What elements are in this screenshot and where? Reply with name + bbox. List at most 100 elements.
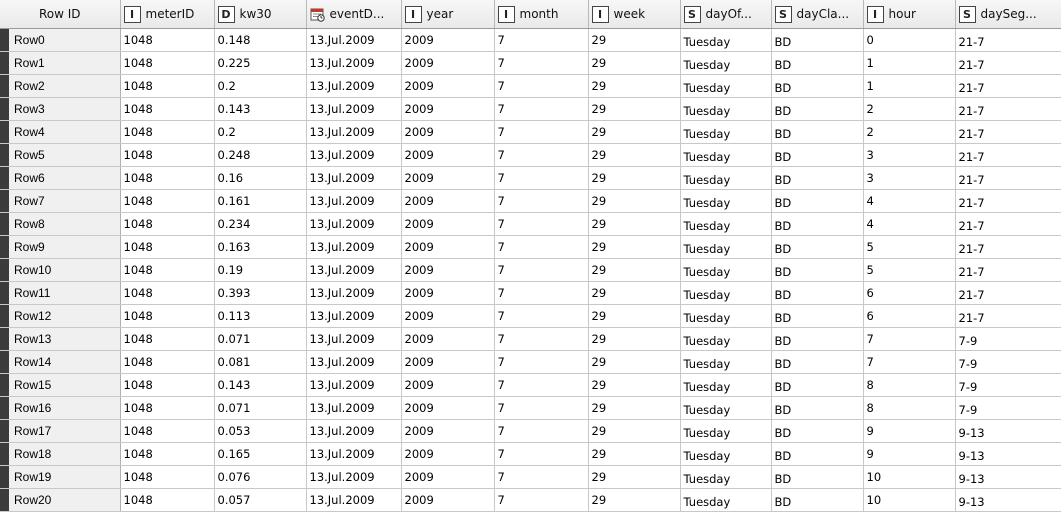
cell-kw30[interactable]: 0.2 (213, 120, 307, 144)
column-header-dayclass[interactable]: S dayCla... (771, 0, 864, 29)
cell-eventdate[interactable]: 13.Jul.2009 (305, 97, 402, 121)
table-row[interactable]: Row7 1048 0.161 13.Jul.2009 2009 7 29 Tuesday BD… (0, 189, 1061, 213)
cell-dayofweek[interactable]: Tuesday (679, 419, 772, 443)
column-header-eventdate[interactable]: eventD... (306, 0, 402, 29)
cell-year[interactable]: 2009 (400, 189, 495, 213)
row-id-cell[interactable]: Row0 (0, 28, 121, 52)
cell-kw30[interactable]: 0.143 (213, 373, 307, 397)
cell-meterid[interactable]: 1048 (119, 304, 215, 328)
cell-hour[interactable]: 5 (862, 235, 956, 259)
cell-dayofweek[interactable]: Tuesday (679, 51, 772, 75)
cell-meterid[interactable]: 1048 (119, 97, 215, 121)
cell-kw30[interactable]: 0.076 (213, 465, 307, 489)
cell-dayofweek[interactable]: Tuesday (679, 350, 772, 374)
cell-meterid[interactable]: 1048 (119, 28, 215, 52)
cell-kw30[interactable]: 0.2 (213, 74, 307, 98)
cell-eventdate[interactable]: 13.Jul.2009 (305, 189, 402, 213)
cell-dayofweek[interactable]: Tuesday (679, 97, 772, 121)
row-id-cell[interactable]: Row20 (0, 488, 121, 512)
cell-meterid[interactable]: 1048 (119, 258, 215, 282)
cell-month[interactable]: 7 (493, 258, 589, 282)
cell-year[interactable]: 2009 (400, 281, 495, 305)
table-row[interactable]: Row2 1048 0.2 13.Jul.2009 2009 7 29 Tuesday BD 1 2… (0, 74, 1061, 98)
cell-year[interactable]: 2009 (400, 327, 495, 351)
cell-month[interactable]: 7 (493, 120, 589, 144)
cell-dayofweek[interactable]: Tuesday (679, 143, 772, 167)
cell-dayseg[interactable]: 21-7 (954, 166, 1061, 190)
row-id-cell[interactable]: Row9 (0, 235, 121, 259)
cell-meterid[interactable]: 1048 (119, 281, 215, 305)
table-row[interactable]: Row9 1048 0.163 13.Jul.2009 2009 7 29 Tuesday BD… (0, 235, 1061, 259)
cell-hour[interactable]: 7 (862, 327, 956, 351)
cell-kw30[interactable]: 0.234 (213, 212, 307, 236)
cell-hour[interactable]: 6 (862, 281, 956, 305)
cell-eventdate[interactable]: 13.Jul.2009 (305, 143, 402, 167)
column-header-month[interactable]: I month (494, 0, 589, 29)
cell-dayclass[interactable]: BD (770, 28, 864, 52)
cell-eventdate[interactable]: 13.Jul.2009 (305, 304, 402, 328)
cell-dayclass[interactable]: BD (770, 212, 864, 236)
table-row[interactable]: Row17 1048 0.053 13.Jul.2009 2009 7 29 Tuesday B… (0, 419, 1061, 443)
cell-week[interactable]: 29 (587, 304, 681, 328)
cell-dayseg[interactable]: 7-9 (954, 350, 1061, 374)
cell-week[interactable]: 29 (587, 166, 681, 190)
cell-dayofweek[interactable]: Tuesday (679, 166, 772, 190)
cell-hour[interactable]: 1 (862, 74, 956, 98)
table-row[interactable]: Row8 1048 0.234 13.Jul.2009 2009 7 29 Tuesday BD… (0, 212, 1061, 236)
cell-week[interactable]: 29 (587, 97, 681, 121)
row-id-cell[interactable]: Row11 (0, 281, 121, 305)
cell-hour[interactable]: 10 (862, 465, 956, 489)
cell-dayseg[interactable]: 9-13 (954, 488, 1061, 512)
cell-eventdate[interactable]: 13.Jul.2009 (305, 465, 402, 489)
cell-month[interactable]: 7 (493, 396, 589, 420)
cell-week[interactable]: 29 (587, 28, 681, 52)
cell-year[interactable]: 2009 (400, 143, 495, 167)
row-id-cell[interactable]: Row15 (0, 373, 121, 397)
cell-year[interactable]: 2009 (400, 120, 495, 144)
cell-hour[interactable]: 6 (862, 304, 956, 328)
cell-month[interactable]: 7 (493, 488, 589, 512)
cell-week[interactable]: 29 (587, 465, 681, 489)
column-header-row-id[interactable]: Row ID (0, 0, 121, 29)
cell-dayofweek[interactable]: Tuesday (679, 120, 772, 144)
row-id-cell[interactable]: Row14 (0, 350, 121, 374)
cell-eventdate[interactable]: 13.Jul.2009 (305, 120, 402, 144)
row-id-cell[interactable]: Row18 (0, 442, 121, 466)
cell-hour[interactable]: 3 (862, 166, 956, 190)
cell-hour[interactable]: 5 (862, 258, 956, 282)
cell-dayclass[interactable]: BD (770, 465, 864, 489)
cell-week[interactable]: 29 (587, 419, 681, 443)
table-row[interactable]: Row1 1048 0.225 13.Jul.2009 2009 7 29 Tuesday BD… (0, 51, 1061, 75)
cell-dayofweek[interactable]: Tuesday (679, 28, 772, 52)
row-id-cell[interactable]: Row8 (0, 212, 121, 236)
cell-year[interactable]: 2009 (400, 28, 495, 52)
cell-dayofweek[interactable]: Tuesday (679, 235, 772, 259)
table-row[interactable]: Row4 1048 0.2 13.Jul.2009 2009 7 29 Tuesday BD 2 2… (0, 120, 1061, 144)
cell-week[interactable]: 29 (587, 51, 681, 75)
cell-month[interactable]: 7 (493, 281, 589, 305)
cell-dayseg[interactable]: 21-7 (954, 189, 1061, 213)
cell-week[interactable]: 29 (587, 143, 681, 167)
table-row[interactable]: Row19 1048 0.076 13.Jul.2009 2009 7 29 Tuesday B… (0, 465, 1061, 489)
cell-dayofweek[interactable]: Tuesday (679, 488, 772, 512)
cell-meterid[interactable]: 1048 (119, 488, 215, 512)
row-id-cell[interactable]: Row3 (0, 97, 121, 121)
row-id-cell[interactable]: Row5 (0, 143, 121, 167)
cell-month[interactable]: 7 (493, 419, 589, 443)
cell-dayseg[interactable]: 21-7 (954, 74, 1061, 98)
row-id-cell[interactable]: Row17 (0, 419, 121, 443)
cell-kw30[interactable]: 0.165 (213, 442, 307, 466)
column-header-meterid[interactable]: I meterID (120, 0, 215, 29)
cell-month[interactable]: 7 (493, 373, 589, 397)
cell-dayseg[interactable]: 21-7 (954, 120, 1061, 144)
cell-week[interactable]: 29 (587, 212, 681, 236)
cell-dayseg[interactable]: 21-7 (954, 212, 1061, 236)
cell-dayseg[interactable]: 7-9 (954, 373, 1061, 397)
cell-year[interactable]: 2009 (400, 166, 495, 190)
cell-dayclass[interactable]: BD (770, 396, 864, 420)
cell-dayofweek[interactable]: Tuesday (679, 281, 772, 305)
cell-year[interactable]: 2009 (400, 488, 495, 512)
row-id-cell[interactable]: Row6 (0, 166, 121, 190)
cell-year[interactable]: 2009 (400, 235, 495, 259)
row-id-cell[interactable]: Row2 (0, 74, 121, 98)
